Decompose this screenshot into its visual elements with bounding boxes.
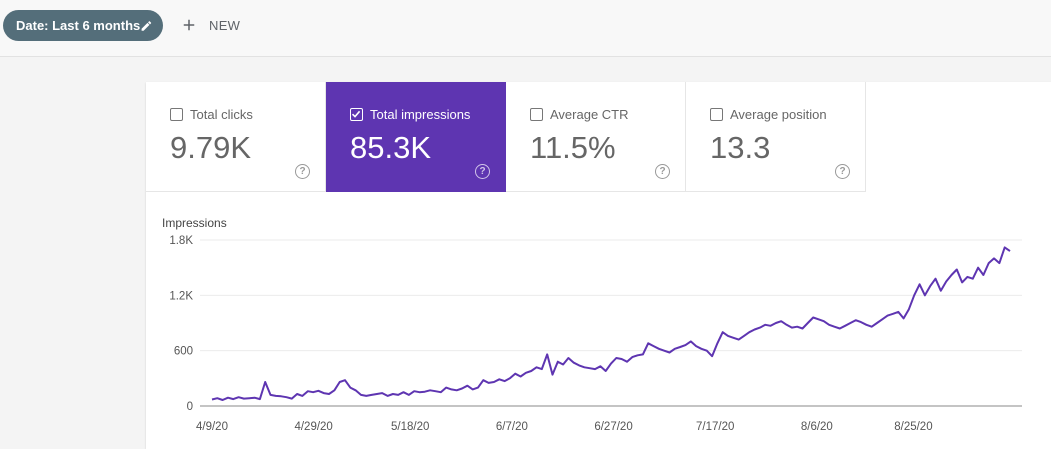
- metric-label: Total clicks: [190, 107, 253, 122]
- series-line: [211, 246, 1011, 401]
- new-filter-button[interactable]: NEW: [180, 12, 240, 38]
- help-icon[interactable]: ?: [655, 164, 670, 179]
- metric-tabs: Total clicks 9.79K ? Total impressions 8…: [146, 82, 866, 192]
- pencil-icon[interactable]: [140, 18, 153, 34]
- checkbox[interactable]: [710, 108, 723, 121]
- y-tick-label: 600: [174, 346, 193, 358]
- help-icon[interactable]: ?: [475, 164, 490, 179]
- performance-card: Total clicks 9.79K ? Total impressions 8…: [146, 82, 1051, 449]
- y-tick-label: 1.8K: [169, 235, 193, 247]
- metric-average-ctr[interactable]: Average CTR 11.5% ?: [506, 82, 686, 192]
- x-tick-label: 8/6/20: [801, 421, 833, 433]
- x-tick-label: 7/17/20: [696, 421, 734, 433]
- x-tick-label: 4/9/20: [196, 421, 228, 433]
- chart-svg: Impressions 0 600 1.2K 1.8K 4/9/20 4/29/20 5/1…: [162, 216, 1022, 433]
- top-toolbar: Date: Last 6 months NEW: [0, 0, 1051, 57]
- x-tick-label: 8/25/20: [894, 421, 932, 433]
- metric-value: 9.79K: [170, 130, 252, 165]
- metric-total-clicks[interactable]: Total clicks 9.79K ?: [146, 82, 326, 192]
- y-tick-label: 1.2K: [169, 290, 193, 302]
- checkbox-checked[interactable]: [350, 108, 363, 121]
- metric-value: 13.3: [710, 130, 771, 165]
- date-filter-chip[interactable]: Date: Last 6 months: [3, 10, 163, 41]
- x-tick-label: 5/18/20: [391, 421, 429, 433]
- check-icon: [351, 110, 361, 118]
- date-filter-label: Date: Last 6 months: [16, 18, 141, 33]
- metric-label: Average position: [730, 107, 827, 122]
- plus-icon: [183, 19, 195, 31]
- metric-total-impressions[interactable]: Total impressions 85.3K ?: [326, 82, 506, 192]
- x-tick-label: 4/29/20: [294, 421, 332, 433]
- metric-value: 85.3K: [350, 130, 432, 165]
- checkbox[interactable]: [170, 108, 183, 121]
- y-tick-label: 0: [187, 401, 193, 413]
- metric-value: 11.5%: [530, 130, 616, 165]
- metric-average-position[interactable]: Average position 13.3 ?: [686, 82, 866, 192]
- checkbox[interactable]: [530, 108, 543, 121]
- metric-label: Average CTR: [550, 107, 629, 122]
- x-tick-label: 6/27/20: [594, 421, 632, 433]
- x-tick-label: 6/7/20: [496, 421, 528, 433]
- impressions-chart: Impressions 0 600 1.2K 1.8K 4/9/20 4/29/20 5/1…: [146, 210, 1051, 449]
- y-axis-label: Impressions: [162, 216, 227, 230]
- help-icon[interactable]: ?: [295, 164, 310, 179]
- new-label: NEW: [209, 17, 241, 33]
- help-icon[interactable]: ?: [835, 164, 850, 179]
- metric-label: Total impressions: [370, 107, 471, 122]
